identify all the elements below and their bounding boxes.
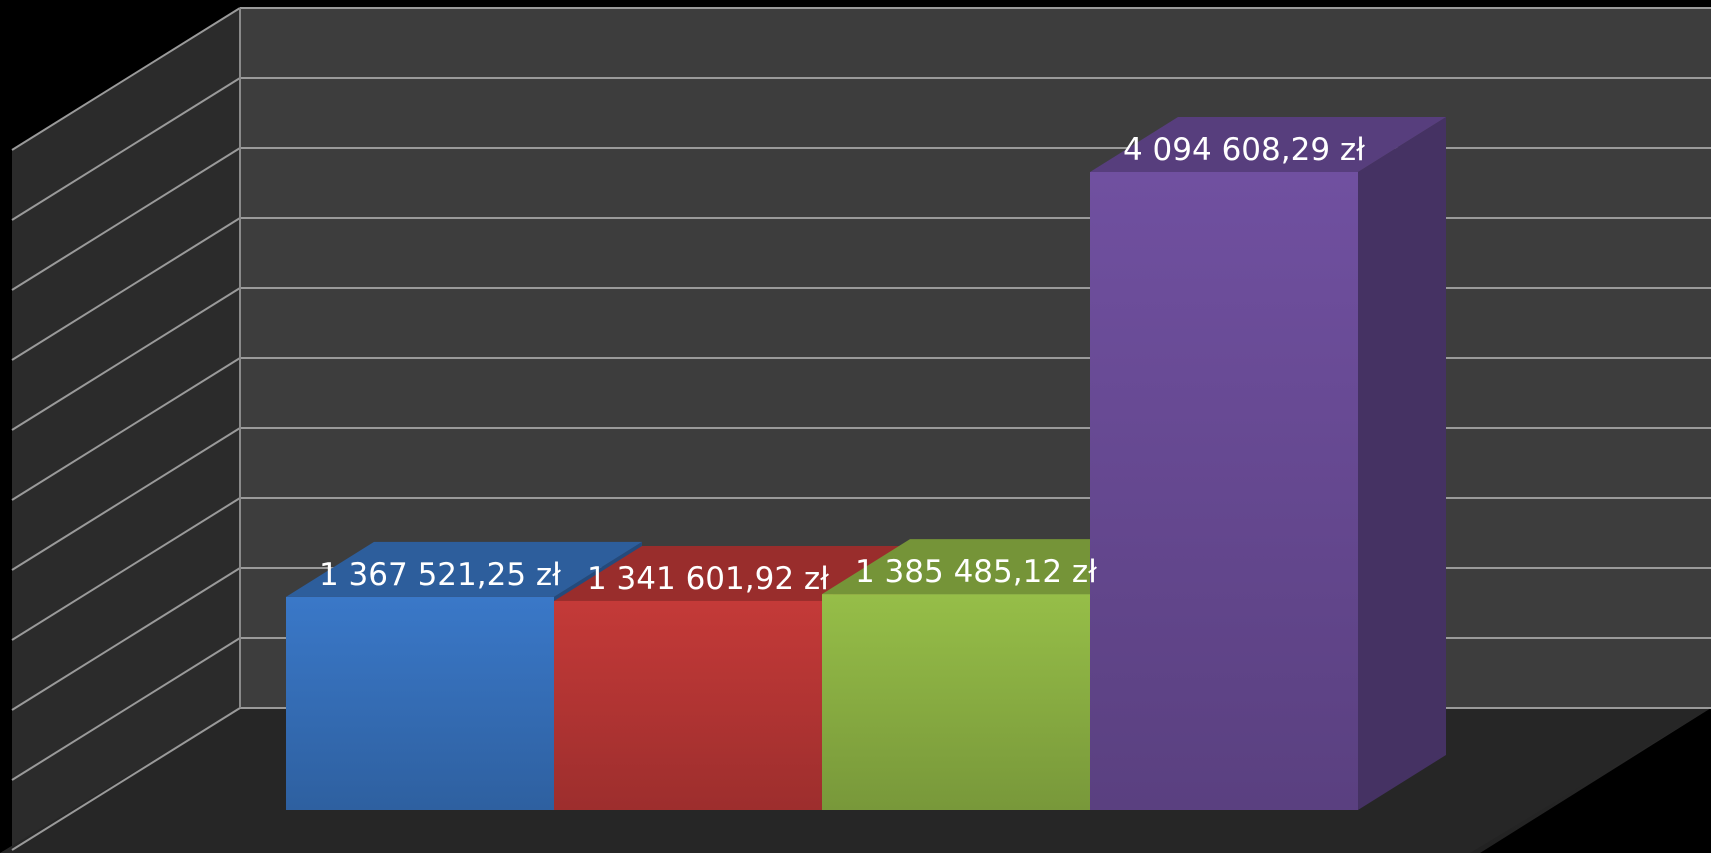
bar-front — [822, 594, 1090, 810]
bars-group — [286, 117, 1446, 810]
side-gridline — [11, 427, 241, 571]
data-label: 1 385 485,12 zł — [855, 554, 1097, 590]
bar-top — [554, 545, 910, 601]
side-gridline — [11, 707, 241, 851]
bar-top — [286, 541, 642, 597]
side-gridline — [11, 217, 241, 361]
bar-front — [1090, 172, 1358, 810]
side-gridline — [11, 357, 241, 501]
side-gridline — [11, 77, 241, 221]
side-gridline — [11, 637, 241, 781]
side-gridline — [11, 287, 241, 431]
bar-side — [1358, 117, 1446, 810]
side-gridline — [11, 147, 241, 291]
data-label: 4 094 608,29 zł — [1123, 132, 1365, 168]
side-gridline — [11, 7, 241, 151]
side-gridline — [11, 497, 241, 641]
bar-4 — [1090, 117, 1446, 810]
bar-front — [286, 596, 554, 810]
data-label: 1 341 601,92 zł — [587, 561, 829, 597]
data-labels-group: 1 367 521,25 zł 1 341 601,92 zł 1 385 485,… — [319, 132, 1365, 597]
bar-front — [554, 600, 822, 810]
data-label: 1 367 521,25 zł — [319, 557, 561, 593]
bar-top — [822, 539, 1178, 595]
side-gridline — [11, 567, 241, 711]
bar-3 — [822, 539, 1178, 810]
bar-top — [1090, 117, 1446, 172]
